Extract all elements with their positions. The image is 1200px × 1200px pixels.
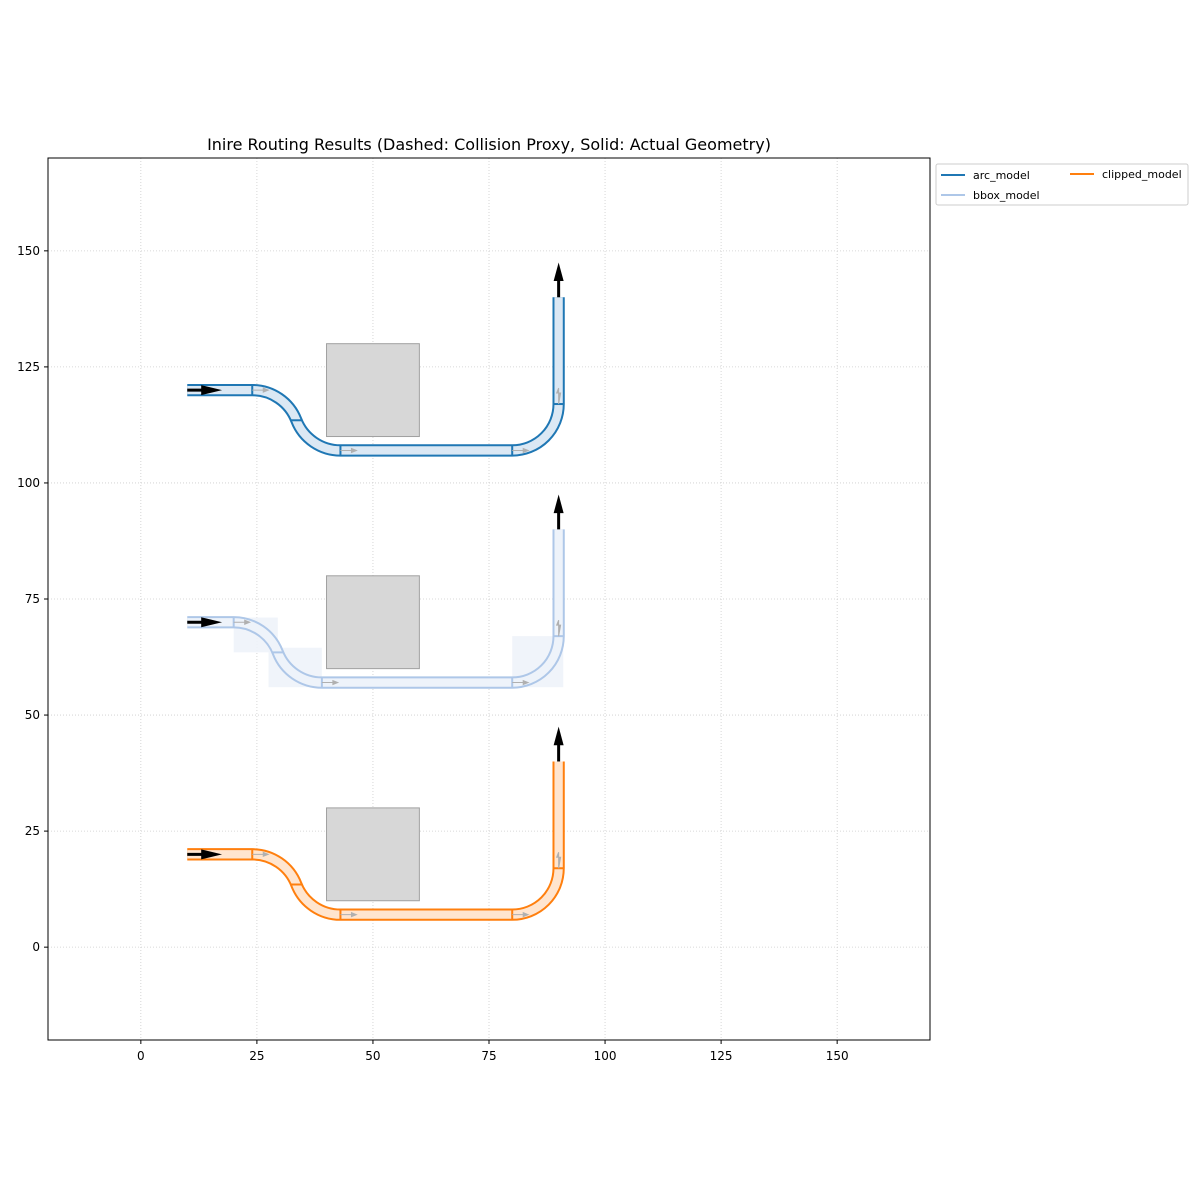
- x-tick-label: 150: [826, 1049, 849, 1063]
- direction-arrow: [233, 619, 252, 625]
- end-port-arrowhead: [553, 726, 564, 746]
- direction-arrow: [555, 619, 562, 637]
- direction-arrow: [512, 679, 530, 686]
- waveguide-body: [187, 761, 563, 919]
- start-port-arrowhead: [201, 617, 223, 628]
- end-port-arrowhead: [553, 262, 564, 282]
- obstacle: [326, 343, 420, 438]
- direction-arrow: [340, 447, 358, 454]
- end-port-arrowhead: [553, 494, 564, 514]
- start-port-arrowhead: [201, 385, 223, 396]
- y-tick-label: 0: [32, 940, 40, 954]
- x-tick-label: 100: [594, 1049, 617, 1063]
- direction-arrow: [512, 447, 530, 454]
- obstacle: [326, 807, 420, 902]
- x-tick-label: 50: [365, 1049, 380, 1063]
- x-tick-label: 25: [249, 1049, 264, 1063]
- y-tick-label: 25: [25, 824, 40, 838]
- y-tick-label: 150: [17, 244, 40, 258]
- direction-arrow: [555, 387, 562, 405]
- route-clipped_model: [187, 726, 565, 921]
- legend-frame: [935, 163, 1189, 206]
- legend-label-bbox_model: bbox_model: [973, 189, 1040, 202]
- y-tick-label: 125: [17, 360, 40, 374]
- route-arc_model: [187, 262, 565, 457]
- x-tick-label: 125: [710, 1049, 733, 1063]
- direction-arrow: [340, 911, 358, 918]
- waveguide-body: [187, 297, 563, 455]
- obstacle: [326, 575, 420, 670]
- x-tick-label: 0: [137, 1049, 145, 1063]
- waveguide-body: [187, 529, 563, 687]
- legend-label-arc_model: arc_model: [973, 169, 1030, 182]
- y-tick-label: 75: [25, 592, 40, 606]
- direction-arrow: [512, 911, 530, 918]
- direction-arrow: [321, 679, 340, 686]
- y-tick-label: 100: [17, 476, 40, 490]
- direction-arrow: [252, 387, 270, 393]
- start-port-arrowhead: [201, 849, 223, 860]
- y-tick-label: 50: [25, 708, 40, 722]
- legend: arc_model bbox_model clipped_model: [935, 163, 1189, 206]
- chart-title: Inire Routing Results (Dashed: Collision…: [207, 135, 771, 154]
- direction-arrow: [252, 851, 270, 858]
- route-bbox_model: [187, 494, 565, 689]
- legend-label-clipped_model: clipped_model: [1102, 168, 1182, 181]
- x-tick-label: 75: [481, 1049, 496, 1063]
- direction-arrow: [555, 852, 562, 869]
